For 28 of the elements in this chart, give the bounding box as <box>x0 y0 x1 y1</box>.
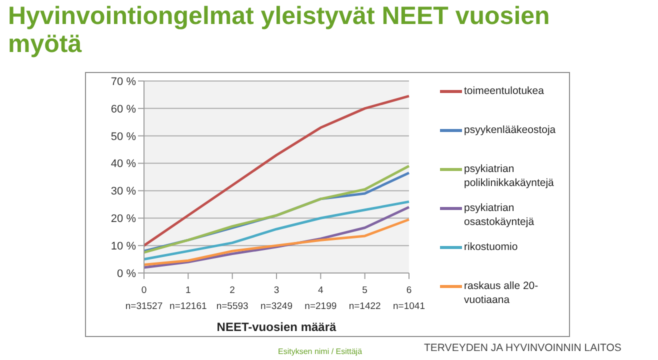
y-tick-label: 10 % <box>110 240 136 252</box>
legend-label: raskaus alle 20-vuotiaana <box>464 279 540 307</box>
line-series <box>142 200 410 261</box>
y-tick-label: 70 % <box>110 76 136 88</box>
chart-title: Hyvinvointiongelmat yleistyvät NEET vuosien myötä <box>8 2 551 58</box>
x-tick-label: 4 n=2199 <box>304 285 337 312</box>
x-tick-label: 0 n=31527 <box>125 285 163 312</box>
y-tick-label: 50 % <box>110 130 136 143</box>
legend-label: toimeentulotukea <box>464 84 544 98</box>
x-tick-label: 6 n=1041 <box>393 285 425 312</box>
legend-label: rikostuomio <box>464 240 518 254</box>
x-tick-label: 1 n=12161 <box>170 285 207 312</box>
x-tick-label: 2 n=5593 <box>216 285 248 312</box>
x-tick-label: 3 n=3249 <box>260 285 292 312</box>
legend-label: psykiatrian poliklinikkakäyntejä <box>464 162 555 190</box>
y-tick-label: 40 % <box>110 158 136 170</box>
y-tick-label: 30 % <box>110 186 136 198</box>
y-tick-label: 60 % <box>110 103 136 116</box>
text: Esityksen nimi / Esittäjä <box>278 347 362 356</box>
x-axis-title: NEET-vuosien määrä <box>216 320 337 334</box>
legend-label: psyykenlääkeostoja <box>464 123 556 137</box>
legend-label: psykiatrian osastokäyntejä <box>464 201 536 229</box>
y-tick-label: 0 % <box>117 268 136 280</box>
line-series <box>142 94 410 247</box>
x-tick-label: 5 n=1422 <box>348 285 381 312</box>
line-series <box>142 218 410 266</box>
y-tick-label: 20 % <box>110 213 136 226</box>
text: TERVEYDEN JA HYVINVOINNIN LAITOS <box>424 342 622 354</box>
